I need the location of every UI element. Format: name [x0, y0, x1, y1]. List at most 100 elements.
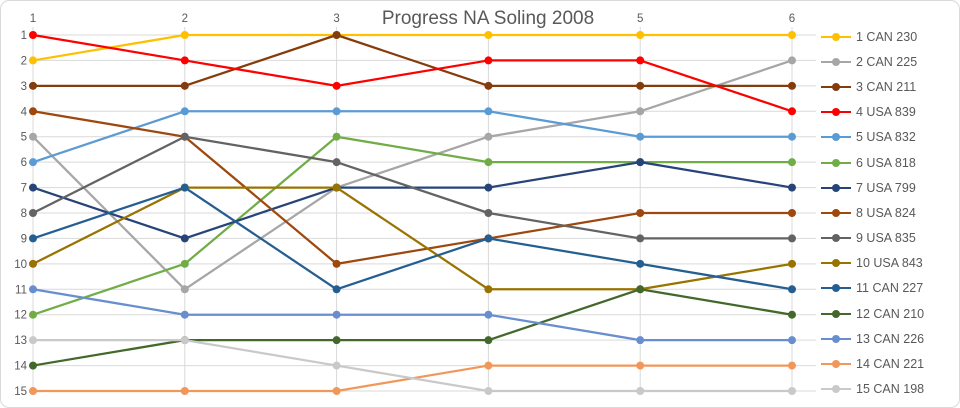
data-point-marker: [484, 183, 493, 192]
data-point-marker: [180, 234, 189, 243]
y-tick-label: 2: [21, 55, 27, 67]
data-point-marker: [636, 56, 645, 65]
legend-item-13-can-226: 13 CAN 226: [821, 326, 924, 351]
series-line-6-usa-818: [29, 132, 796, 319]
series-line-4-usa-839: [29, 31, 796, 116]
legend-label: 9 USA 835: [856, 231, 916, 246]
x-tick-label: 3: [333, 13, 339, 25]
legend-label: 6 USA 818: [856, 155, 916, 170]
data-point-marker: [788, 285, 796, 294]
data-point-marker: [636, 234, 645, 243]
legend-label: 11 CAN 227: [856, 281, 924, 296]
y-tick-label: 11: [15, 284, 27, 296]
data-point-marker: [29, 81, 37, 90]
data-point-marker: [636, 387, 645, 395]
gridlines: [32, 27, 816, 393]
legend-line-marker-swatch: [821, 385, 851, 394]
data-point-marker: [636, 158, 645, 167]
data-point-marker: [180, 81, 189, 90]
data-point-marker: [484, 387, 493, 395]
legend-line-marker-swatch: [821, 334, 851, 343]
legend-item-8-usa-824: 8 USA 824: [821, 200, 924, 225]
y-tick-label: 15: [14, 386, 27, 398]
data-point-marker: [788, 107, 796, 116]
data-point-marker: [484, 158, 493, 167]
data-point-marker: [332, 132, 341, 141]
x-tick-label: 6: [789, 13, 795, 25]
data-point-marker: [788, 361, 796, 370]
y-tick-label: 6: [21, 157, 27, 169]
legend-item-2-can-225: 2 CAN 225: [821, 49, 924, 74]
data-point-marker: [636, 132, 645, 141]
x-tick-label: 5: [637, 13, 643, 25]
data-point-marker: [788, 387, 796, 395]
legend-item-10-usa-843: 10 USA 843: [821, 251, 924, 276]
data-point-marker: [484, 361, 493, 370]
data-point-marker: [332, 336, 341, 345]
data-point-marker: [636, 259, 645, 268]
legend-line-marker-swatch: [821, 183, 851, 192]
data-point-marker: [332, 81, 341, 90]
data-point-marker: [788, 234, 796, 243]
data-point-marker: [332, 285, 341, 294]
data-point-marker: [484, 56, 493, 65]
y-tick-label: 7: [21, 183, 27, 195]
legend-label: 13 CAN 226: [856, 331, 925, 346]
legend-label: 7 USA 799: [856, 180, 916, 195]
data-point-marker: [29, 56, 37, 65]
data-point-marker: [29, 310, 37, 319]
legend-item-7-usa-799: 7 USA 799: [821, 175, 924, 200]
legend-line-marker-swatch: [821, 309, 851, 318]
data-point-marker: [332, 31, 341, 39]
chart-title: Progress NA Soling 2008: [374, 7, 602, 31]
data-point-marker: [636, 81, 645, 90]
data-point-marker: [788, 81, 796, 90]
data-point-marker: [180, 132, 189, 141]
data-point-marker: [332, 387, 341, 395]
data-point-marker: [484, 336, 493, 345]
y-tick-label: 12: [14, 310, 27, 322]
legend-item-3-can-211: 3 CAN 211: [821, 74, 924, 99]
y-tick-label: 13: [14, 335, 27, 347]
data-point-marker: [29, 31, 37, 39]
series-line-13-can-226: [29, 285, 796, 345]
series-line-2-can-225: [29, 56, 796, 294]
data-point-marker: [636, 361, 645, 370]
data-point-marker: [788, 56, 796, 65]
legend-item-6-usa-818: 6 USA 818: [821, 150, 924, 175]
data-point-marker: [180, 387, 189, 395]
legend-line-marker-swatch: [821, 208, 851, 217]
data-point-marker: [484, 209, 493, 217]
legend-item-11-can-227: 11 CAN 227: [821, 276, 924, 301]
legend-label: 10 USA 843: [856, 256, 923, 271]
data-point-marker: [484, 81, 493, 90]
y-tick-label: 1: [21, 30, 27, 42]
y-tick-label: 3: [21, 81, 27, 93]
data-point-marker: [29, 336, 37, 345]
data-point-marker: [180, 285, 189, 294]
series-line-15-can-198: [29, 336, 796, 395]
data-point-marker: [332, 158, 341, 167]
data-point-marker: [788, 132, 796, 141]
data-point-marker: [332, 310, 341, 319]
data-point-marker: [29, 234, 37, 243]
y-tick-label: 4: [21, 106, 28, 118]
legend-label: 12 CAN 210: [856, 306, 925, 321]
data-point-marker: [180, 183, 189, 192]
data-point-marker: [484, 31, 493, 39]
data-point-marker: [29, 183, 37, 192]
series-line-5-usa-832: [29, 107, 796, 167]
data-point-marker: [788, 31, 796, 39]
data-point-marker: [332, 107, 341, 116]
y-tick-label: 9: [21, 233, 27, 245]
data-point-marker: [29, 361, 37, 370]
data-point-marker: [636, 107, 645, 116]
data-point-marker: [180, 31, 189, 39]
y-tick-label: 14: [14, 361, 27, 373]
legend-line-marker-swatch: [821, 108, 851, 117]
chart-legend: 1 CAN 230 2 CAN 225 3 CAN 211 4 USA 839 5 US…: [821, 24, 924, 402]
data-point-marker: [29, 132, 37, 141]
series-line-3-can-211: [29, 31, 796, 90]
